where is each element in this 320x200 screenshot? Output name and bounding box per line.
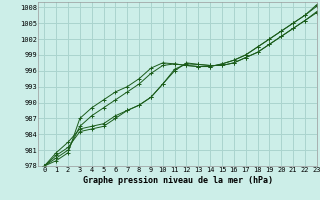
X-axis label: Graphe pression niveau de la mer (hPa): Graphe pression niveau de la mer (hPa) bbox=[83, 176, 273, 185]
